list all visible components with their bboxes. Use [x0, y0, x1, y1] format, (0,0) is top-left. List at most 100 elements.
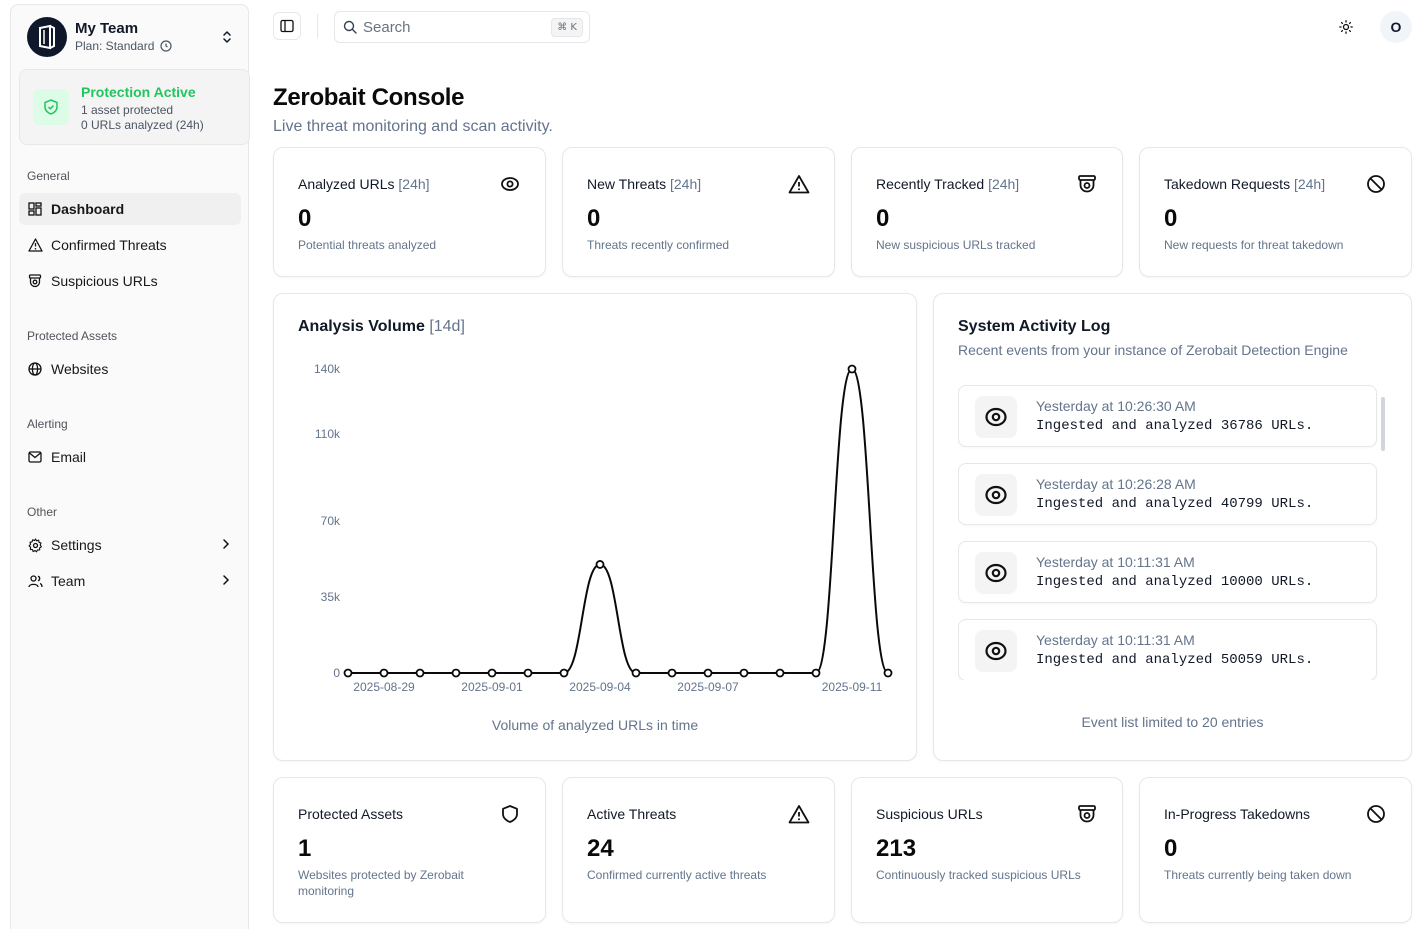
activity-time: Yesterday at 10:11:31 AM [1036, 554, 1195, 570]
data-point [703, 668, 713, 678]
activity-time: Yesterday at 10:11:31 AM [1036, 632, 1195, 648]
user-avatar[interactable]: O [1380, 11, 1412, 43]
cctv-icon [1076, 803, 1098, 825]
gear-icon [27, 537, 43, 553]
nav-section-protected-assets: Protected Assets [27, 329, 118, 343]
stat-description: New requests for threat takedown [1164, 238, 1344, 252]
page-title: Zerobait Console [273, 84, 465, 111]
stat-description: Threats recently confirmed [587, 238, 730, 252]
activity-text: Ingested and analyzed 36786 URLs. [1036, 418, 1314, 434]
stat-description: Threats currently being taken down [1164, 868, 1352, 882]
stat-value: 0 [587, 205, 601, 232]
data-point [523, 668, 533, 678]
data-point [343, 668, 353, 678]
chart-caption: Volume of analyzed URLs in time [491, 717, 699, 733]
alert-triangle-icon [27, 237, 43, 253]
data-point [451, 668, 461, 678]
stat-value: 0 [1164, 205, 1178, 232]
activity-item: Yesterday at 10:26:30 AM Ingested and an… [958, 385, 1377, 447]
data-point [559, 668, 569, 678]
x-tick-label: 2025-09-11 [822, 680, 883, 694]
page-subtitle: Live threat monitoring and scan activity… [273, 118, 553, 135]
cctv-icon [1076, 173, 1098, 195]
sidebar: My Team Plan: Standard Protection Active… [10, 4, 250, 929]
y-tick-label: 140k [314, 362, 341, 376]
nav-item-settings[interactable]: Settings [19, 529, 241, 561]
shield-check-icon [33, 89, 69, 125]
ban-icon [1365, 803, 1387, 825]
stat-card-analyzed-urls: Analyzed URLs [24h] 0 Potential threats … [273, 147, 546, 277]
sidebar-toggle-button[interactable] [273, 12, 301, 40]
search-icon [343, 20, 357, 34]
stat-card-recently-tracked: Recently Tracked [24h] 0 New suspicious … [851, 147, 1123, 277]
y-tick-label: 110k [315, 427, 341, 441]
team-switcher[interactable]: My Team Plan: Standard [27, 17, 237, 57]
stat-card-protected-assets: Protected Assets 1 Websites protected by… [273, 777, 546, 923]
activity-time: Yesterday at 10:26:30 AM [1036, 398, 1196, 414]
protected-assets-count: 1 asset protected [81, 103, 174, 117]
data-point [631, 668, 641, 678]
stat-description: Confirmed currently active threats [587, 868, 767, 882]
scan-eye-icon [975, 630, 1017, 672]
stat-value: 0 [1164, 835, 1178, 862]
cctv-icon [27, 273, 43, 289]
stat-description: Potential threats analyzed [298, 238, 437, 252]
nav-item-email[interactable]: Email [19, 441, 241, 473]
nav-item-dashboard[interactable]: Dashboard [19, 193, 241, 225]
chevron-right-icon [221, 573, 231, 590]
urls-analyzed-count: 0 URLs analyzed (24h) [81, 118, 204, 132]
stat-card-takedown-requests: Takedown Requests [24h] 0 New requests f… [1139, 147, 1412, 277]
scan-eye-icon [975, 396, 1017, 438]
alert-triangle-icon [788, 803, 810, 825]
activity-item: Yesterday at 10:26:28 AM Ingested and an… [958, 463, 1377, 525]
ban-icon [1365, 173, 1387, 195]
activity-text: Ingested and analyzed 10000 URLs. [1036, 574, 1314, 590]
nav-item-websites[interactable]: Websites [19, 353, 241, 385]
theme-toggle-button[interactable] [1333, 14, 1359, 40]
search-input[interactable] [363, 18, 543, 36]
nav-item-confirmed-threats[interactable]: Confirmed Threats [19, 229, 241, 261]
stat-card-new-threats: New Threats [24h] 0 Threats recently con… [562, 147, 835, 277]
activity-time: Yesterday at 10:26:28 AM [1036, 476, 1196, 492]
stat-value: 213 [876, 835, 917, 862]
search-box[interactable]: ⌘ K [334, 11, 590, 43]
activity-list[interactable]: Yesterday at 10:26:30 AM Ingested and an… [958, 384, 1378, 680]
protection-status-card: Protection Active 1 asset protected 0 UR… [19, 69, 250, 145]
chart-title: Analysis Volume [14d] [298, 318, 465, 335]
nav-item-suspicious-urls[interactable]: Suspicious URLs [19, 265, 241, 297]
data-point [847, 364, 857, 374]
data-point [379, 668, 389, 678]
dashboard-icon [27, 201, 43, 217]
stat-card-active-threats: Active Threats 24 Confirmed currently ac… [562, 777, 835, 923]
data-point [415, 668, 425, 678]
scan-eye-icon [975, 474, 1017, 516]
data-point [775, 668, 785, 678]
data-point [595, 560, 605, 569]
activity-scrollbar[interactable] [1381, 397, 1385, 451]
x-tick-label: 2025-09-07 [677, 680, 739, 694]
mail-icon [27, 449, 43, 465]
activity-item: Yesterday at 10:11:31 AM Ingested and an… [958, 541, 1377, 603]
nav-item-team[interactable]: Team [19, 565, 241, 597]
x-tick-label: 2025-09-04 [569, 680, 631, 694]
x-tick-label: 2025-08-29 [353, 680, 415, 694]
panel-left-icon [280, 19, 294, 33]
data-point [667, 668, 677, 678]
data-point [883, 668, 893, 678]
data-point [487, 668, 497, 678]
activity-log-card: System Activity Log Recent events from y… [933, 293, 1412, 761]
search-shortcut: ⌘ K [551, 18, 583, 37]
users-icon [27, 573, 43, 589]
protection-title: Protection Active [81, 84, 196, 100]
sun-icon [1339, 20, 1353, 34]
data-point [739, 668, 749, 678]
stat-value: 0 [876, 205, 890, 232]
y-tick-label: 35k [321, 590, 341, 604]
clock-icon [160, 40, 172, 52]
chevrons-up-down-icon [217, 30, 237, 44]
y-tick-label: 0 [333, 666, 340, 680]
alert-triangle-icon [788, 173, 810, 195]
nav-section-other: Other [27, 505, 58, 519]
data-point [811, 668, 821, 678]
team-name: My Team [75, 20, 139, 37]
